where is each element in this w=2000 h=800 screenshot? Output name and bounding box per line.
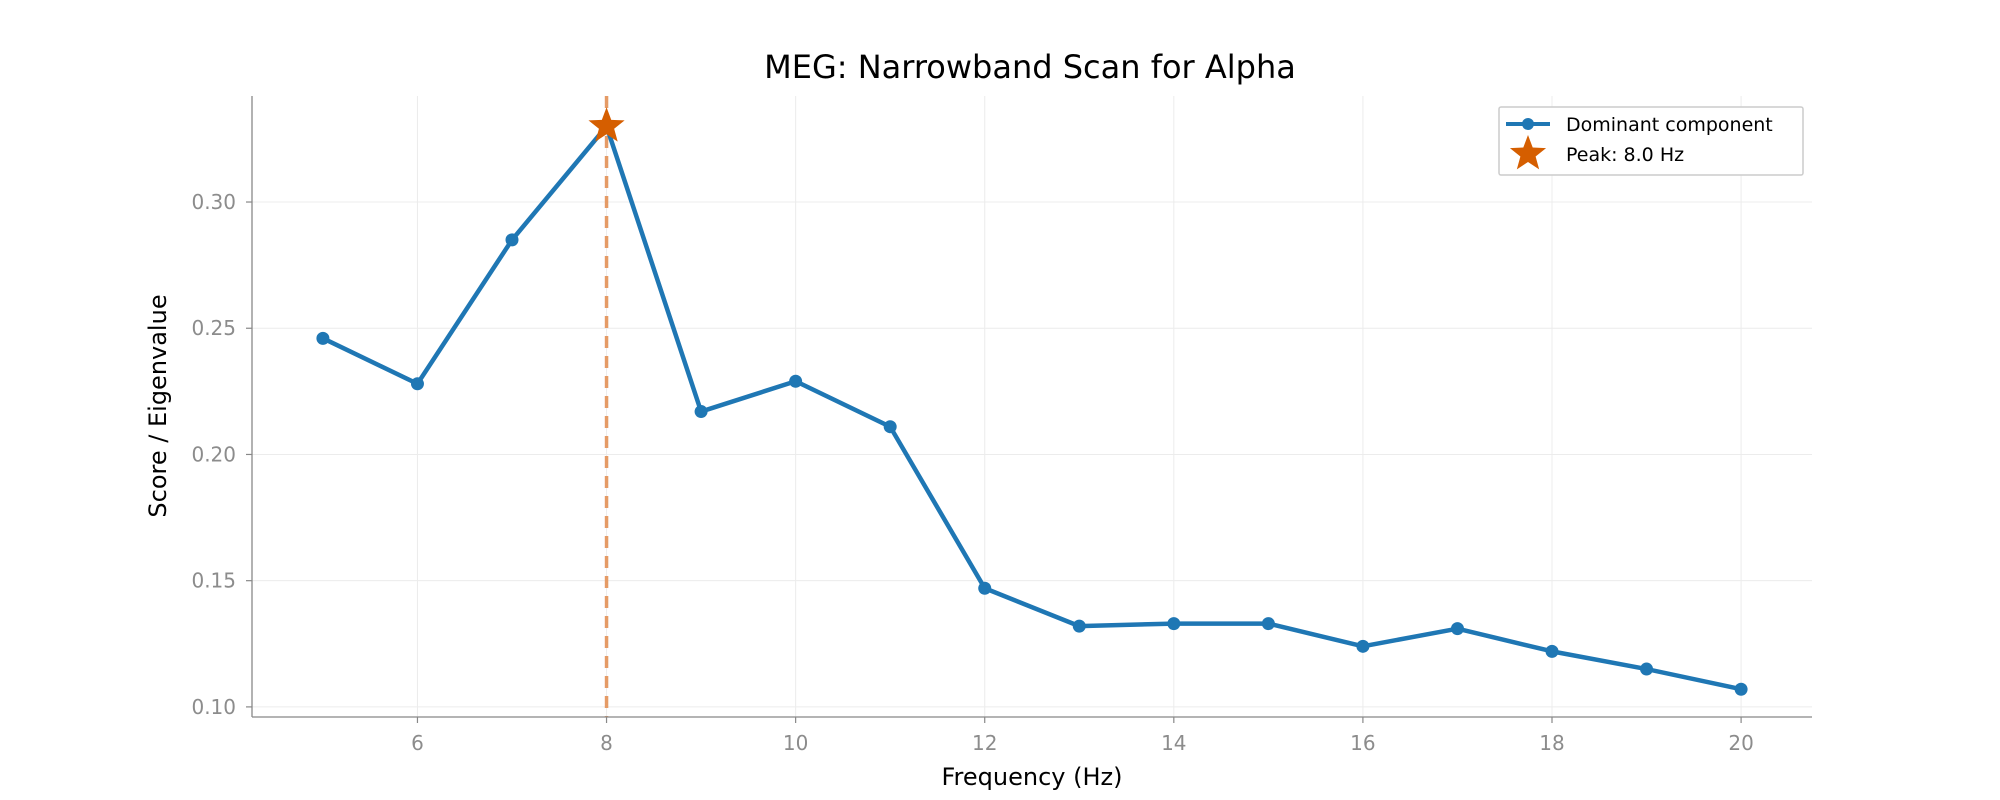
- x-tick-label: 16: [1350, 731, 1375, 755]
- series-line: [321, 124, 1742, 692]
- chart-title: MEG: Narrowband Scan for Alpha: [764, 48, 1296, 86]
- y-tick-label: 0.20: [191, 442, 236, 466]
- data-point: [1072, 619, 1086, 633]
- peak-marker-group: [588, 107, 625, 142]
- x-tick-label: 10: [783, 731, 808, 755]
- data-point: [1734, 682, 1748, 696]
- y-ticks: 0.10 0.15 0.20 0.25 0.30: [191, 190, 252, 719]
- legend-peak-label: Peak: 8.0 Hz: [1566, 144, 1684, 166]
- legend-peak-star-icon: [1509, 135, 1547, 170]
- legend-series-marker: [1522, 118, 1534, 130]
- data-point: [1261, 617, 1275, 631]
- legend-box: [1498, 106, 1804, 176]
- x-tick-label: 20: [1728, 731, 1753, 755]
- data-point: [1450, 622, 1464, 636]
- data-point: [505, 233, 519, 247]
- x-axis-label: Frequency (Hz): [942, 763, 1123, 791]
- y-tick-label: 0.15: [191, 569, 236, 593]
- peak-star-icon: [588, 107, 625, 142]
- data-point: [1356, 639, 1370, 653]
- legend-series-label: Dominant component: [1566, 114, 1773, 136]
- x-ticks: 6 8 10 12 14 16 18 20: [411, 717, 1754, 755]
- y-tick-label: 0.10: [191, 695, 236, 719]
- y-tick-label: 0.25: [191, 316, 236, 340]
- legend: Dominant component Peak: 8.0 Hz: [1498, 106, 1804, 176]
- x-tick-label: 18: [1539, 731, 1564, 755]
- data-point: [978, 581, 992, 595]
- x-tick-label: 8: [600, 731, 613, 755]
- data-point: [316, 331, 330, 345]
- y-axis-label: Score / Eigenvalue: [144, 294, 172, 517]
- x-tick-label: 12: [972, 731, 997, 755]
- data-point: [1167, 617, 1181, 631]
- x-tick-label: 14: [1161, 731, 1186, 755]
- y-tick-label: 0.30: [191, 190, 236, 214]
- data-point: [1545, 644, 1559, 658]
- data-point: [1640, 662, 1654, 676]
- data-point: [883, 420, 897, 434]
- series-group: [316, 119, 1748, 696]
- grid-lines: [252, 96, 1812, 717]
- x-tick-label: 6: [411, 731, 424, 755]
- data-point: [694, 405, 708, 419]
- data-point: [410, 377, 424, 391]
- data-point: [789, 374, 803, 388]
